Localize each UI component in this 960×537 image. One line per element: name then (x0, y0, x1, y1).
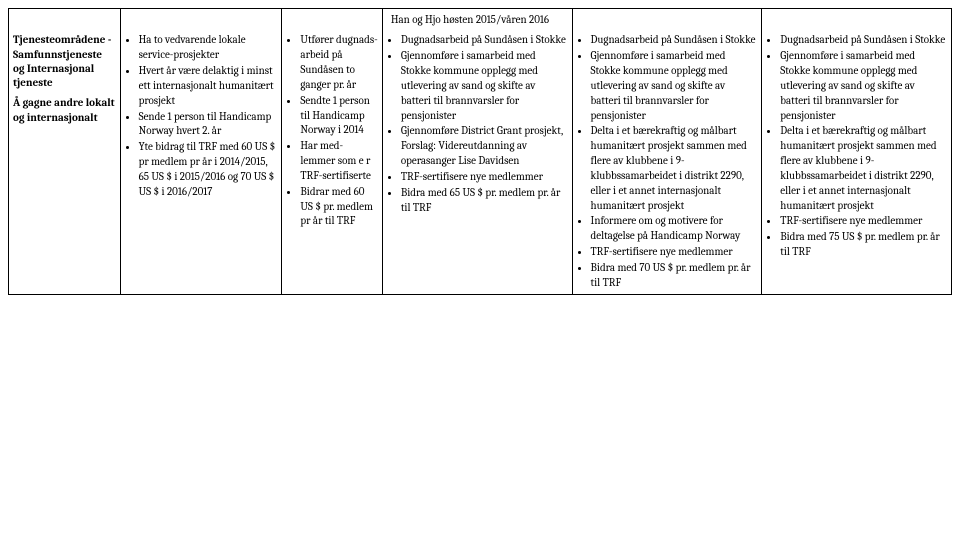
category-title: Tjenesteområdene - Samfunnstjeneste og I… (13, 33, 116, 90)
header-cell-4 (572, 9, 762, 32)
list-item: Yte bidrag til TRF med 60 US $ pr medlem… (139, 140, 278, 199)
list-item: Bidrar med 60 US $ pr. medlem pr år til … (300, 185, 377, 230)
col5-list: Dugnadsarbeid på Sundåsen i Stokke Gjenn… (766, 33, 947, 260)
col2-list: Utfører dugnads-arbeid på Sundåsen to ga… (286, 33, 377, 229)
list-item: Gjennomføre i samarbeid med Stokke kommu… (591, 49, 758, 123)
list-item: Hvert år være delaktig i minst ett inter… (139, 64, 278, 109)
list-item: Sendte 1 person til Handicamp Norway i 2… (300, 94, 377, 139)
list-item: Informere om og motivere for deltagelse … (591, 214, 758, 244)
cell-col3: Dugnadsarbeid på Sundåsen i Stokke Gjenn… (382, 31, 572, 294)
list-item: Har med-lemmer som e r TRF-sertifiserte (300, 139, 377, 184)
plan-table: Han og Hjo høsten 2015/våren 2016 Tjenes… (8, 8, 952, 295)
list-item: Bidra med 65 US $ pr. medlem pr. år til … (401, 186, 568, 216)
header-cell-1 (120, 9, 282, 32)
header-cell-3: Han og Hjo høsten 2015/våren 2016 (382, 9, 572, 32)
category-subtitle: Å gagne andre lokalt og internasjonalt (13, 96, 116, 125)
header-row: Han og Hjo høsten 2015/våren 2016 (9, 9, 952, 32)
list-item: Utfører dugnads-arbeid på Sundåsen to ga… (300, 33, 377, 92)
header-cell-0 (9, 9, 121, 32)
list-item: Delta i et bærekraftig og målbart humani… (780, 124, 947, 213)
list-item: Dugnadsarbeid på Sundåsen i Stokke (780, 33, 947, 48)
list-item: Dugnadsarbeid på Sundåsen i Stokke (401, 33, 568, 48)
col1-list: Ha to vedvarende lokale service-prosjekt… (125, 33, 278, 199)
list-item: TRF-sertifisere nye medlemmer (780, 214, 947, 229)
list-item: Bidra med 75 US $ pr. medlem pr. år til … (780, 230, 947, 260)
list-item: TRF-sertifisere nye medlemmer (401, 170, 568, 185)
cell-col4: Dugnadsarbeid på Sundåsen i Stokke Gjenn… (572, 31, 762, 294)
list-item: Gjennomføre i samarbeid med Stokke kommu… (780, 49, 947, 123)
cell-category: Tjenesteområdene - Samfunnstjeneste og I… (9, 31, 121, 294)
list-item: Delta i et bærekraftig og målbart humani… (591, 124, 758, 213)
header-cell-5 (762, 9, 952, 32)
list-item: Dugnadsarbeid på Sundåsen i Stokke (591, 33, 758, 48)
cell-col2: Utfører dugnads-arbeid på Sundåsen to ga… (282, 31, 382, 294)
cell-col5: Dugnadsarbeid på Sundåsen i Stokke Gjenn… (762, 31, 952, 294)
col3-list: Dugnadsarbeid på Sundåsen i Stokke Gjenn… (387, 33, 568, 215)
col4-list: Dugnadsarbeid på Sundåsen i Stokke Gjenn… (577, 33, 758, 290)
list-item: Ha to vedvarende lokale service-prosjekt… (139, 33, 278, 63)
header-cell-2 (282, 9, 382, 32)
header-note: Han og Hjo høsten 2015/våren 2016 (387, 11, 568, 29)
list-item: Gjennomføre i samarbeid med Stokke kommu… (401, 49, 568, 123)
list-item: Sende 1 person til Handicamp Norway hver… (139, 110, 278, 140)
list-item: TRF-sertifisere nye medlemmer (591, 245, 758, 260)
list-item: Bidra med 70 US $ pr. medlem pr. år til … (591, 261, 758, 291)
body-row: Tjenesteområdene - Samfunnstjeneste og I… (9, 31, 952, 294)
cell-col1: Ha to vedvarende lokale service-prosjekt… (120, 31, 282, 294)
list-item: Gjennomføre District Grant prosjekt, For… (401, 124, 568, 169)
